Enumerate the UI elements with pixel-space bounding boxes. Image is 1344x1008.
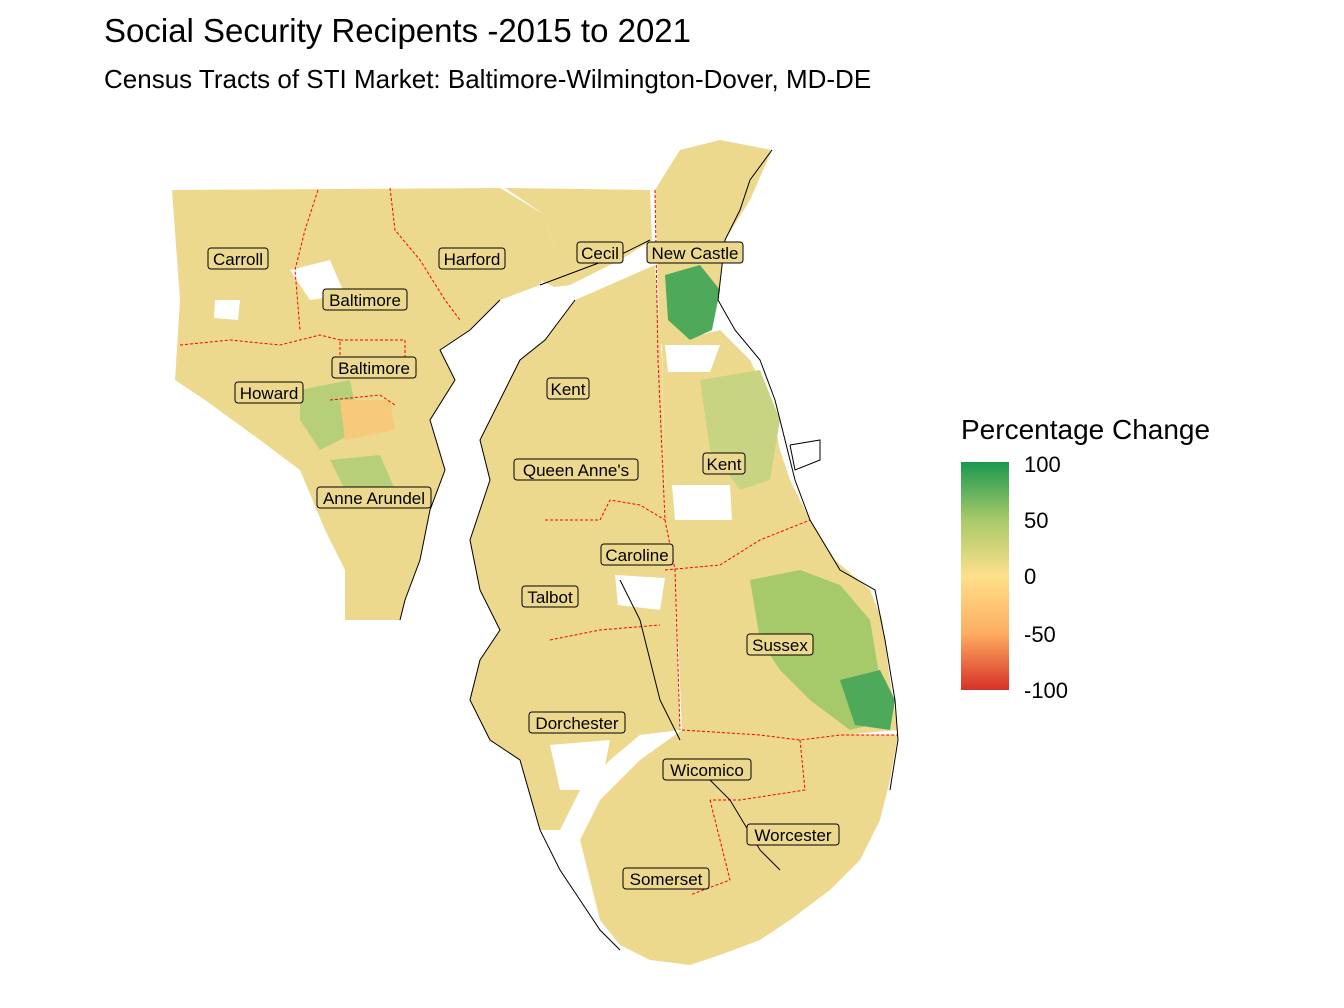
label-baltimore-county[interactable]: Baltimore (322, 288, 408, 311)
nodata-howard (214, 300, 240, 320)
label-caroline[interactable]: Caroline (600, 543, 674, 566)
label-baltimore-city[interactable]: Baltimore (331, 356, 417, 379)
legend-tick-50: 50 (1024, 508, 1049, 533)
svg-text:Somerset: Somerset (630, 870, 703, 889)
label-somerset[interactable]: Somerset (622, 867, 710, 890)
svg-text:Anne Arundel: Anne Arundel (323, 489, 425, 508)
nodata-kent-de-2 (672, 485, 732, 520)
svg-text:Caroline: Caroline (605, 546, 668, 565)
nodata-caroline (615, 575, 665, 610)
svg-text:Carroll: Carroll (213, 250, 263, 269)
legend-tick-0: 0 (1024, 564, 1037, 589)
label-sussex[interactable]: Sussex (746, 633, 814, 656)
label-talbot[interactable]: Talbot (521, 585, 579, 608)
county-boundaries (179, 187, 898, 896)
svg-text:Worcester: Worcester (754, 826, 831, 845)
svg-text:Talbot: Talbot (527, 588, 573, 607)
label-anne-arundel[interactable]: Anne Arundel (316, 486, 432, 509)
legend-tick-minus-100: -100 (1024, 678, 1069, 703)
nodata-dorchester (550, 740, 610, 790)
svg-text:Cecil: Cecil (581, 244, 619, 263)
cecil-land (505, 188, 652, 290)
coastlines (399, 149, 899, 951)
nodata-upper-bay (520, 285, 570, 330)
svg-text:Queen Anne's: Queen Anne's (523, 461, 629, 480)
svg-text:Baltimore: Baltimore (329, 291, 401, 310)
county-labels: Carroll Harford Cecil New Castle Baltimo… (207, 241, 840, 890)
label-kent-md[interactable]: Kent (546, 377, 590, 400)
legend-colorbar (961, 462, 1009, 690)
label-queen-annes[interactable]: Queen Anne's (513, 458, 639, 481)
label-wicomico[interactable]: Wicomico (662, 758, 752, 781)
legend-title: Percentage Change (961, 414, 1211, 445)
label-cecil[interactable]: Cecil (576, 241, 624, 264)
svg-text:Dorchester: Dorchester (535, 714, 618, 733)
map-subtitle: Census Tracts of STI Market: Baltimore-W… (104, 64, 872, 94)
label-carroll[interactable]: Carroll (207, 247, 269, 270)
green-zone-sussex-dark (840, 670, 895, 730)
label-worcester[interactable]: Worcester (746, 823, 840, 846)
legend-tick-minus-50: -50 (1024, 622, 1056, 647)
svg-text:Kent: Kent (707, 455, 742, 474)
svg-text:Kent: Kent (551, 380, 586, 399)
eastern-shore-md-land (470, 265, 680, 830)
label-kent-de[interactable]: Kent (702, 452, 746, 475)
svg-text:Baltimore: Baltimore (338, 359, 410, 378)
nodata-kent-de (665, 345, 720, 372)
legend-tick-100: 100 (1024, 452, 1061, 477)
map-title: Social Security Recipents -2015 to 2021 (104, 12, 692, 49)
label-howard[interactable]: Howard (234, 381, 304, 404)
svg-text:Harford: Harford (444, 250, 501, 269)
green-zone-new-castle (665, 265, 720, 340)
svg-text:Wicomico: Wicomico (670, 761, 744, 780)
label-new-castle[interactable]: New Castle (646, 241, 744, 264)
lower-shore-land (580, 730, 898, 965)
orange-zone-baltimore (340, 400, 395, 440)
label-harford[interactable]: Harford (438, 247, 506, 270)
label-dorchester[interactable]: Dorchester (528, 711, 626, 734)
svg-text:Sussex: Sussex (752, 636, 808, 655)
svg-text:New Castle: New Castle (652, 244, 739, 263)
svg-text:Howard: Howard (240, 384, 299, 403)
